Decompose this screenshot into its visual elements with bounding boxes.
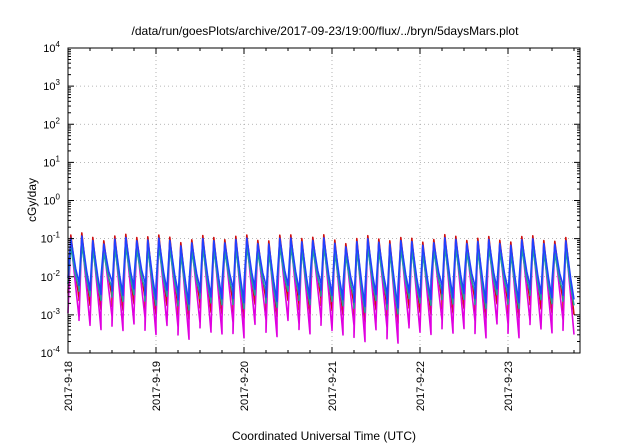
x-tick-label: 2017-9-19 bbox=[151, 361, 163, 411]
x-axis-ticks: 2017-9-18 2017-9-19 2017-9-20 2017-9-21 2017… bbox=[63, 48, 575, 411]
y-tick-label: 10-3 bbox=[41, 307, 61, 322]
y-tick-label: 103 bbox=[43, 78, 60, 93]
y-tick-label: 102 bbox=[43, 116, 60, 131]
y-tick-label: 10-4 bbox=[41, 345, 61, 360]
y-tick-label: 104 bbox=[43, 40, 60, 55]
y-axis-label: cGy/day bbox=[25, 178, 39, 222]
y-tick-label: 101 bbox=[43, 154, 60, 169]
x-tick-label: 2017-9-20 bbox=[239, 361, 251, 411]
chart-title: /data/run/goesPlots/archive/2017-09-23/1… bbox=[132, 24, 520, 38]
x-tick-label: 2017-9-22 bbox=[415, 361, 427, 411]
series-lines bbox=[67, 232, 575, 344]
y-axis-ticks: 10-4 10-3 10-2 10-1 100 101 102 103 104 bbox=[41, 40, 580, 360]
x-axis-label: Coordinated Universal Time (UTC) bbox=[232, 429, 416, 443]
x-tick-label: 2017-9-23 bbox=[503, 361, 515, 411]
x-tick-label: 2017-9-18 bbox=[63, 361, 75, 411]
y-tick-label: 10-1 bbox=[41, 231, 61, 246]
y-tick-label: 100 bbox=[43, 193, 60, 208]
y-tick-label: 10-2 bbox=[41, 269, 61, 284]
x-tick-label: 2017-9-21 bbox=[327, 361, 339, 411]
series-line bbox=[67, 235, 575, 309]
